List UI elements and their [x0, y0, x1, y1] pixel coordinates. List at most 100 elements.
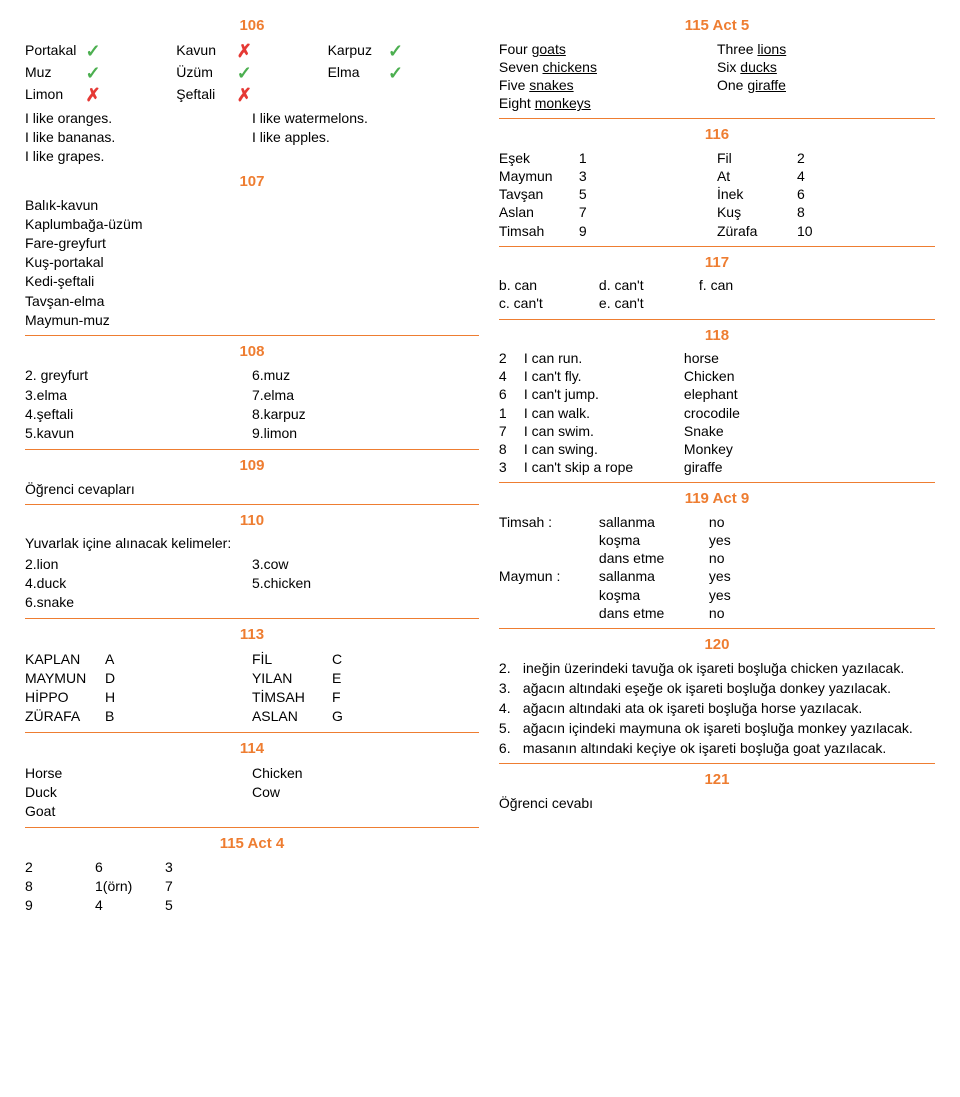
animal: Aslan	[499, 203, 579, 221]
action: koşma	[599, 586, 709, 604]
s116-row: Tavşan5	[499, 185, 717, 203]
s116-row: Fil2	[717, 149, 935, 167]
yesno: no	[709, 605, 725, 621]
fruit-name: Portakal	[25, 41, 85, 59]
heading-118: 118	[499, 326, 935, 346]
s108-item: 3.elma	[25, 386, 252, 404]
underlined-word: ducks	[740, 59, 777, 75]
s109-text: Öğrenci cevapları	[25, 480, 479, 498]
like-line: I like grapes.	[25, 147, 252, 165]
separator	[499, 628, 935, 629]
letter: F	[332, 689, 341, 705]
fruit-row: Üzüm✓	[176, 62, 327, 84]
s120-row: 2.ineğin üzerindeki tavuğa ok işareti bo…	[499, 659, 935, 677]
s115-row: Seven chickens	[499, 58, 717, 76]
action: dans etme	[599, 604, 709, 622]
action: koşma	[599, 531, 709, 549]
action: sallanma	[599, 513, 709, 531]
s117-row: b. cand. can'tf. can	[499, 276, 935, 294]
letter: C	[332, 651, 342, 667]
separator	[25, 618, 479, 619]
section-120: 2.ineğin üzerindeki tavuğa ok işareti bo…	[499, 659, 935, 758]
s110-left: 2.lion4.duck6.snake	[25, 554, 252, 613]
number: 5	[579, 186, 587, 202]
number: 8	[797, 204, 805, 220]
s108-item: 9.limon	[252, 424, 479, 442]
letter: A	[105, 651, 114, 667]
cell: 4	[95, 896, 165, 914]
heading-110: 110	[25, 511, 479, 531]
s116-row: Eşek1	[499, 149, 717, 167]
section-117: b. cand. can'tf. canc. can'te. can't	[499, 276, 935, 312]
animal: Eşek	[499, 149, 579, 167]
fruit-name: Elma	[328, 63, 388, 81]
s118-row: 3I can't skip a ropegiraffe	[499, 458, 935, 476]
s113-row: ZÜRAFAB	[25, 707, 252, 725]
fruit-col-2: Kavun✗Üzüm✓Şeftali✗	[176, 40, 327, 106]
s116-left: Eşek1Maymun3Tavşan5Aslan7Timsah9	[499, 149, 717, 240]
action: sallanma	[599, 567, 709, 585]
section-116: Eşek1Maymun3Tavşan5Aslan7Timsah9 Fil2At4…	[499, 149, 935, 240]
animal: Monkey	[684, 441, 733, 457]
section-119: Timsah :sallanmanokoşmayesdans etmenoMay…	[499, 513, 935, 622]
sentence: I can walk.	[524, 404, 684, 422]
s115-row: One giraffe	[717, 76, 935, 94]
s110-item: 6.snake	[25, 593, 252, 611]
fruit-row: Şeftali✗	[176, 84, 327, 106]
animal-name: ASLAN	[252, 707, 332, 725]
animal: giraffe	[684, 459, 723, 475]
s108-item: 2. greyfurt	[25, 366, 252, 384]
s116-row: Zürafa10	[717, 222, 935, 240]
answer: e. can't	[599, 294, 699, 312]
animal: elephant	[684, 386, 738, 402]
heading-113: 113	[25, 625, 479, 645]
number: 6	[797, 186, 805, 202]
like-line: I like watermelons.	[252, 109, 479, 127]
underlined-word: monkeys	[535, 95, 591, 111]
animal-name: KAPLAN	[25, 650, 105, 668]
separator	[25, 504, 479, 505]
heading-121: 121	[499, 770, 935, 790]
s114-item: Horse	[25, 764, 252, 782]
fruit-col-1: Portakal✓Muz✓Limon✗	[25, 40, 176, 106]
s116-right: Fil2At4İnek6Kuş8Zürafa10	[717, 149, 935, 240]
s115a4-row: 945	[25, 896, 479, 914]
fruit-grid: Portakal✓Muz✓Limon✗ Kavun✗Üzüm✓Şeftali✗ …	[25, 40, 479, 106]
s119-row: dans etmeno	[499, 604, 935, 622]
s120-row: 3.ağacın altındaki eşeğe ok işareti boşl…	[499, 679, 935, 697]
number: 7	[579, 204, 587, 220]
animal: Fil	[717, 149, 797, 167]
animal-name: ZÜRAFA	[25, 707, 105, 725]
answer: b. can	[499, 276, 599, 294]
s113-row: TİMSAHF	[252, 688, 479, 706]
num: 2.	[499, 659, 523, 677]
pair-line: Fare-greyfurt	[25, 234, 479, 252]
s110-title: Yuvarlak içine alınacak kelimeler:	[25, 534, 479, 552]
pair-line: Maymun-muz	[25, 311, 479, 329]
s116-row: Aslan7	[499, 203, 717, 221]
label: Timsah :	[499, 513, 599, 531]
instruction: masanın altındaki keçiye ok işareti boşl…	[523, 739, 935, 757]
s108-item: 4.şeftali	[25, 405, 252, 423]
check-icon: ✓	[388, 66, 404, 80]
num: 7	[499, 422, 524, 440]
action: dans etme	[599, 549, 709, 567]
cell: 2	[25, 858, 95, 876]
number: 4	[797, 168, 805, 184]
s120-row: 4.ağacın altındaki ata ok işareti boşluğ…	[499, 699, 935, 717]
yesno: yes	[709, 587, 731, 603]
num: 8	[499, 440, 524, 458]
animal: Maymun	[499, 167, 579, 185]
animal: Tavşan	[499, 185, 579, 203]
separator	[499, 118, 935, 119]
sentence: I can run.	[524, 349, 684, 367]
s116-row: İnek6	[717, 185, 935, 203]
animal-name: YILAN	[252, 669, 332, 687]
heading-114: 114	[25, 739, 479, 759]
underlined-word: chickens	[543, 59, 597, 75]
s108-item: 8.karpuz	[252, 405, 479, 423]
section-110: 2.lion4.duck6.snake 3.cow5.chicken	[25, 554, 479, 613]
pair-line: Balık-kavun	[25, 196, 479, 214]
separator	[499, 482, 935, 483]
animal: Timsah	[499, 222, 579, 240]
